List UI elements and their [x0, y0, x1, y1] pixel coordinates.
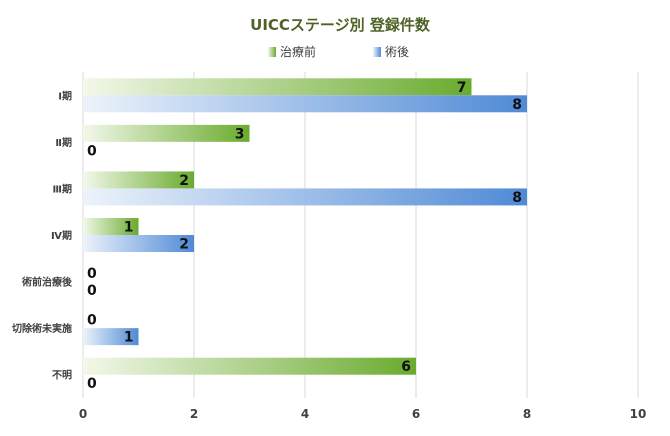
bar-post [83, 328, 139, 346]
x-tick-label: 0 [79, 407, 87, 421]
bar-pre [83, 171, 194, 189]
bar-post [83, 188, 527, 206]
legend-swatch [268, 47, 276, 57]
legend: 治療前 術後 [268, 44, 409, 59]
x-tick-label: 10 [630, 407, 647, 421]
data-label: 1 [124, 220, 134, 236]
category-label: Ⅰ期 [58, 89, 72, 102]
data-label: 0 [87, 283, 97, 299]
data-label: 2 [179, 237, 189, 253]
bar-pre [83, 357, 416, 375]
bar-post [83, 95, 527, 113]
bar-pre [83, 78, 472, 96]
data-label: 7 [457, 80, 467, 96]
legend-label: 治療前 [280, 44, 316, 59]
chart-title: UICCステージ別 登録件数 [250, 16, 431, 34]
x-tick-label: 4 [301, 407, 309, 421]
x-tick-label: 6 [412, 407, 420, 421]
category-label: 切除術未実施 [12, 322, 72, 335]
bar-pre [83, 218, 139, 235]
category-label: Ⅲ期 [53, 182, 72, 195]
data-label: 0 [87, 143, 97, 159]
bar-pre [83, 124, 250, 142]
bar-post [83, 235, 194, 252]
data-label: 0 [87, 266, 97, 282]
bar-layer [83, 78, 527, 375]
category-label: Ⅱ期 [55, 136, 72, 149]
data-label: 0 [87, 376, 97, 392]
data-label: 1 [124, 330, 134, 346]
legend-label: 術後 [385, 45, 409, 59]
category-label: 術前治療後 [21, 276, 73, 289]
data-label: 8 [512, 97, 522, 113]
category-label: 不明 [52, 370, 72, 382]
x-tick-label: 8 [523, 407, 531, 421]
data-label: 8 [512, 190, 522, 206]
data-label: 6 [401, 359, 411, 375]
x-tick-label: 2 [190, 407, 198, 421]
data-label: 3 [235, 126, 245, 142]
data-label: 2 [179, 173, 189, 189]
category-label: Ⅳ期 [51, 229, 72, 242]
data-label: 0 [87, 313, 97, 329]
legend-swatch [373, 47, 381, 57]
